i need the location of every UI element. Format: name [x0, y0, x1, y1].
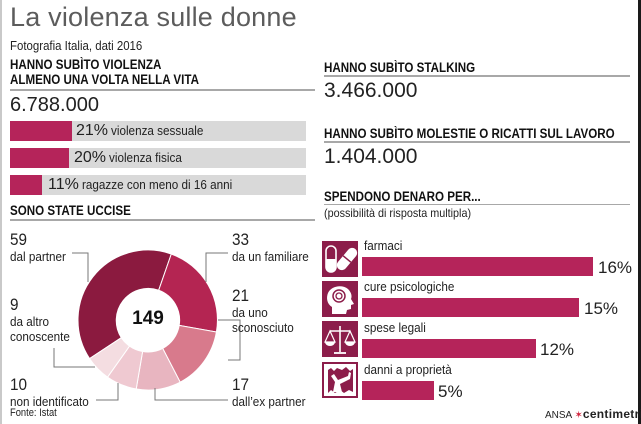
bar-label: violenza fisica — [109, 150, 182, 165]
segment-partner — [77, 249, 172, 360]
page-subtitle: Fotografia Italia, dati 2016 — [10, 38, 143, 53]
page-title: La violenza sulle donne — [10, 2, 297, 32]
spending-note: (possibilità di risposta multipla) — [324, 206, 472, 220]
brand-logo: ANSA ✶centimetri — [545, 407, 641, 421]
brand-centimetri: centimetri — [582, 407, 641, 421]
label-non-identificato: 10 non identificato — [10, 375, 89, 409]
bar-pct: 20% — [74, 149, 107, 166]
pill-icon — [322, 241, 358, 277]
violence-heading-line2: ALMENO UNA VOLTA NELLA VITA — [10, 72, 199, 87]
divider — [324, 75, 630, 77]
spending-bar-danni — [362, 381, 434, 400]
spending-bar-farmaci — [362, 257, 593, 276]
donut-total: 149 — [132, 308, 164, 329]
segment-altro-conoscente — [88, 337, 131, 378]
violence-heading-line1: HANNO SUBÌTO VIOLENZA — [10, 57, 162, 72]
divider — [324, 141, 630, 143]
harassment-heading: HANNO SUBÌTO MOLESTIE O RICATTI SUL LAVO… — [324, 126, 615, 141]
harassment-total: 1.404.000 — [324, 145, 418, 168]
donut-chart — [53, 249, 241, 401]
label-sconosciuto: 21 da uno sconosciuto — [232, 286, 294, 335]
spending-label-danni: danni a proprietà — [364, 362, 452, 377]
spending-pct-danni: 5% — [438, 382, 463, 401]
label-partner: 59 dal partner — [10, 230, 66, 264]
divider — [10, 219, 315, 221]
bar-label: ragazze con meno di 16 anni — [81, 177, 233, 192]
damage-icon — [322, 362, 358, 398]
source-note: Fonte: Istat — [10, 407, 57, 419]
spending-bar-legali — [362, 339, 536, 358]
label-familiare: 33 da un familiare — [232, 230, 309, 264]
brand-ansa: ANSA — [545, 410, 572, 421]
spending-bar-cure — [362, 298, 579, 317]
violence-bar-physical: 20% violenza fisica — [10, 148, 306, 168]
stalking-total: 3.466.000 — [324, 79, 418, 102]
bar-fill — [10, 148, 69, 168]
spending-label-cure: cure psicologiche — [364, 279, 455, 294]
head-spiral-icon — [322, 281, 358, 317]
divider — [10, 89, 315, 91]
label-altro-conoscente: 9 da altro conoscente — [10, 295, 70, 344]
scales-icon — [322, 321, 358, 357]
bar-pct: 11% — [48, 176, 79, 193]
spending-label-farmaci: farmaci — [364, 238, 403, 253]
bar-pct: 21% — [76, 122, 109, 139]
divider — [324, 204, 630, 205]
spending-label-legali: spese legali — [364, 320, 426, 335]
violence-bar-under16: 11% ragazze con meno di 16 anni — [10, 175, 306, 195]
bar-fill — [10, 175, 42, 195]
spending-pct-farmaci: 16% — [598, 258, 633, 277]
stalking-heading: HANNO SUBÌTO STALKING — [324, 60, 476, 75]
spending-pct-legali: 12% — [540, 340, 575, 359]
killed-heading: SONO STATE UCCISE — [10, 203, 131, 218]
star-icon: ✶ — [574, 410, 583, 421]
spending-heading: SPENDONO DENARO PER... — [324, 189, 481, 204]
violence-total: 6.788.000 — [10, 94, 99, 116]
segment-familiare — [158, 253, 218, 333]
spending-pct-cure: 15% — [584, 299, 619, 318]
bar-label: violenza sessuale — [111, 123, 204, 138]
violence-bar-sexual: 21% violenza sessuale — [10, 121, 306, 141]
bar-fill — [10, 121, 72, 141]
label-ex-partner: 17 dall’ex partner — [232, 375, 306, 409]
